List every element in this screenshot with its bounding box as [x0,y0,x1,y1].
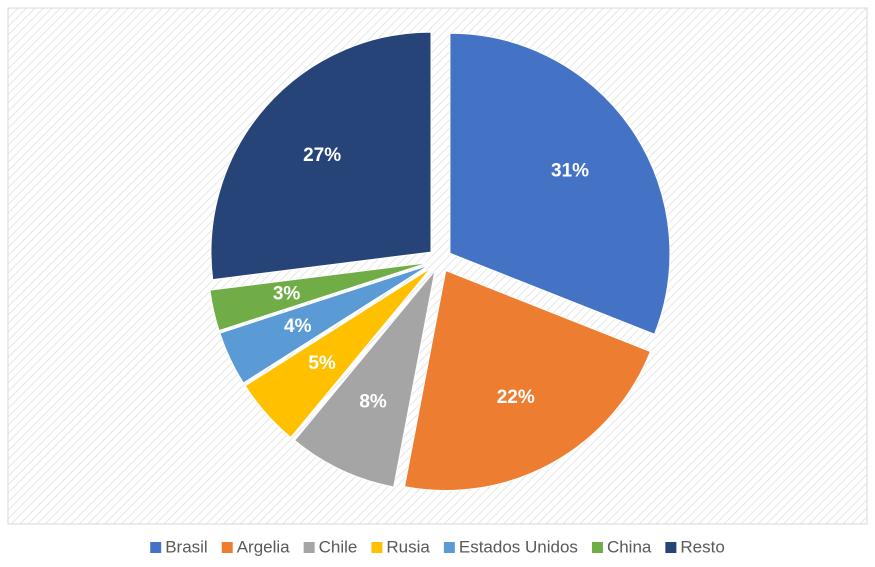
pie-slice [209,262,429,332]
pie-slice [293,270,436,488]
legend-item: Resto [665,537,725,556]
data-label: 27% [303,145,341,166]
data-label: 3% [273,283,301,304]
legend-item: Estados Unidos [443,537,578,556]
legend-item: Rusia [371,537,430,556]
legend-label: Estados Unidos [459,537,578,556]
pie-slice [210,31,432,281]
pie-slice [403,269,651,491]
legend-label: Brasil [165,537,208,556]
legend-swatch [591,542,603,553]
legend-label: Rusia [386,537,430,556]
legend-label: Argelia [237,537,290,556]
pie-slice [244,267,432,439]
legend-swatch [221,542,233,553]
legend-label: China [607,537,652,556]
data-label: 22% [497,387,535,408]
legend-swatch [303,542,315,553]
pie-slice [219,264,430,384]
legend-swatch [150,542,162,553]
legend-swatch [443,542,455,553]
legend-item: Chile [303,537,358,556]
pie-slice [449,32,671,335]
legend-label: Resto [680,537,724,556]
legend-label: Chile [319,537,358,556]
legend-swatch [665,542,677,553]
legend-swatch [371,542,383,553]
legend-item: Argelia [221,537,290,556]
legend-item: China [591,537,652,556]
data-label: 31% [551,161,589,182]
data-label: 5% [308,353,336,374]
data-label: 8% [359,391,387,412]
data-label: 4% [284,316,312,337]
legend-item: Brasil [150,537,208,556]
